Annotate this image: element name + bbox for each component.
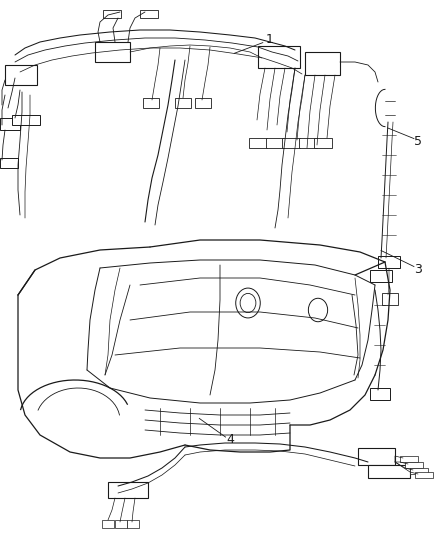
Bar — [370, 270, 392, 282]
Bar — [314, 138, 332, 148]
Bar — [0, 158, 18, 168]
Bar — [143, 98, 159, 108]
Bar — [249, 138, 267, 148]
Bar — [410, 468, 428, 474]
Bar — [12, 115, 40, 125]
Bar — [415, 472, 433, 478]
Bar — [175, 98, 191, 108]
Bar — [378, 256, 400, 268]
Text: 5: 5 — [414, 135, 422, 148]
Bar — [103, 10, 121, 18]
Bar — [127, 520, 139, 528]
Bar — [400, 456, 418, 462]
Bar — [108, 482, 148, 498]
Bar — [258, 46, 300, 68]
Bar — [405, 462, 423, 468]
Bar — [266, 138, 284, 148]
Bar — [305, 52, 340, 75]
Bar — [370, 388, 390, 400]
Bar — [299, 138, 317, 148]
Bar — [140, 10, 158, 18]
Bar — [282, 138, 300, 148]
Bar — [368, 465, 410, 478]
Text: 3: 3 — [414, 263, 422, 276]
Text: 1: 1 — [265, 34, 273, 46]
Bar — [358, 448, 395, 465]
Text: 4: 4 — [226, 433, 234, 446]
Bar — [195, 98, 211, 108]
Bar — [115, 520, 127, 528]
Bar — [5, 65, 37, 85]
Bar — [95, 42, 130, 62]
Bar — [0, 118, 20, 130]
Bar — [382, 293, 398, 305]
Bar — [102, 520, 114, 528]
